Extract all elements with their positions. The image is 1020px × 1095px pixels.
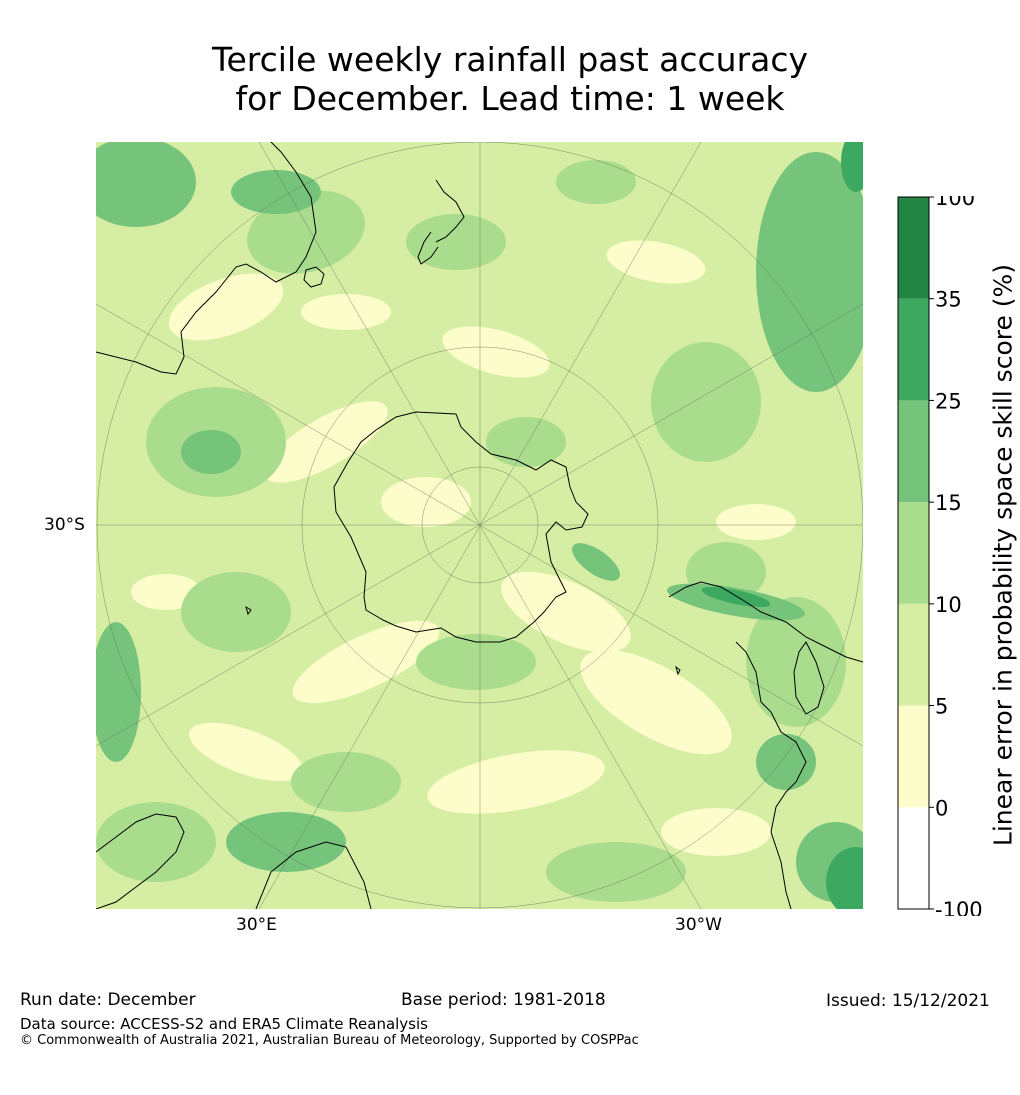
south-georgia bbox=[675, 665, 681, 676]
colorbar-bin-4 bbox=[898, 400, 929, 503]
colorbar: -100 0 5 10 15 25 35 100 bbox=[897, 196, 983, 916]
colorbar-frame bbox=[897, 196, 930, 910]
skill-patches-mid bbox=[96, 160, 846, 902]
colorbar-bin-5 bbox=[898, 298, 929, 401]
base-period: Base period: 1981-2018 bbox=[401, 990, 606, 1010]
coastlines bbox=[96, 142, 863, 909]
chart-title-line-1: Tercile weekly rainfall past accuracy bbox=[211, 40, 809, 79]
graticule bbox=[96, 142, 863, 909]
chart-title-line-2: for December. Lead time: 1 week bbox=[235, 79, 785, 118]
polar-map bbox=[96, 142, 863, 909]
colorbar-bin-1 bbox=[898, 705, 929, 808]
africa-coast bbox=[96, 813, 372, 909]
colorbar-label: Linear error in probability space skill … bbox=[988, 263, 1018, 847]
data-source: Data source: ACCESS-S2 and ERA5 Climate … bbox=[20, 1015, 428, 1033]
colorbar-tick-label-7: 100 bbox=[935, 196, 975, 210]
skill-patches-very-high bbox=[701, 142, 863, 909]
copyright: © Commonwealth of Australia 2021, Austra… bbox=[20, 1033, 639, 1048]
colorbar-bin-3 bbox=[898, 502, 929, 604]
australia-coast bbox=[96, 142, 317, 375]
colorbar-bin-0 bbox=[898, 807, 929, 909]
colorbar-tick-label-4: 15 bbox=[935, 491, 962, 515]
colorbar-tick-label-3: 10 bbox=[935, 593, 962, 617]
run-date: Run date: December bbox=[20, 990, 196, 1010]
colorbar-bin-2 bbox=[898, 603, 929, 706]
lat-label-30s: 30°S bbox=[44, 515, 85, 535]
colorbar-tick-label-1: 0 bbox=[935, 796, 948, 820]
colorbar-tick-label-0: -100 bbox=[935, 898, 983, 916]
lon-label-30w: 30°W bbox=[675, 915, 722, 935]
new-zealand-coast bbox=[417, 179, 465, 265]
south-america-coast bbox=[668, 581, 863, 909]
colorbar-bins bbox=[898, 197, 929, 909]
colorbar-tick-label-2: 5 bbox=[935, 695, 948, 719]
issued-date: Issued: 15/12/2021 bbox=[826, 991, 990, 1011]
colorbar-tick-label-5: 25 bbox=[935, 389, 962, 413]
lon-label-30e: 30°E bbox=[236, 915, 277, 935]
colorbar-tick-label-6: 35 bbox=[935, 288, 962, 312]
tasmania-coast bbox=[303, 266, 325, 288]
madagascar-coast bbox=[793, 641, 825, 715]
colorbar-bin-6 bbox=[898, 197, 929, 299]
kerguelen-island bbox=[245, 605, 252, 616]
colorbar-ticks: -100 0 5 10 15 25 35 100 bbox=[929, 196, 983, 916]
antarctica-coast bbox=[333, 411, 589, 643]
